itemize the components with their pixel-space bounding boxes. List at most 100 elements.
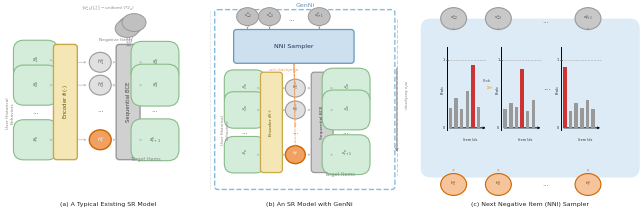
Text: $s^u_{-3}$: $s^u_{-3}$ bbox=[266, 12, 273, 21]
Text: ...: ... bbox=[543, 83, 551, 92]
Ellipse shape bbox=[115, 20, 139, 38]
Bar bbox=[591, 109, 595, 128]
Text: Encoder $f_θ(·)$: Encoder $f_θ(·)$ bbox=[268, 108, 275, 137]
Text: Target Items: Target Items bbox=[324, 172, 355, 177]
Bar bbox=[515, 107, 518, 128]
Text: $s^u_{-2}$: $s^u_{-2}$ bbox=[244, 12, 252, 21]
Text: $s^u_{-3}$: $s^u_{-3}$ bbox=[494, 14, 502, 23]
Text: ...: ... bbox=[288, 15, 295, 22]
Bar bbox=[504, 109, 507, 128]
Bar bbox=[454, 98, 458, 128]
Text: w/o backprop.: w/o backprop. bbox=[403, 81, 407, 110]
Ellipse shape bbox=[285, 101, 305, 119]
Text: $h_1^u$: $h_1^u$ bbox=[97, 57, 104, 67]
Text: User Historical
Behaviors: User Historical Behaviors bbox=[221, 115, 230, 145]
Ellipse shape bbox=[237, 8, 259, 25]
Text: Sequential BCE: Sequential BCE bbox=[320, 106, 324, 139]
Bar bbox=[563, 67, 566, 128]
Ellipse shape bbox=[486, 174, 511, 195]
Text: Prob: Prob bbox=[483, 79, 490, 83]
Ellipse shape bbox=[308, 8, 330, 25]
Bar bbox=[449, 108, 452, 128]
Text: 0: 0 bbox=[497, 126, 499, 130]
Bar bbox=[520, 69, 524, 128]
Ellipse shape bbox=[90, 52, 111, 72]
Text: (b) An SR Model with GenNi: (b) An SR Model with GenNi bbox=[266, 202, 353, 207]
Ellipse shape bbox=[122, 14, 146, 32]
Text: ...: ... bbox=[97, 107, 104, 113]
Bar bbox=[477, 107, 481, 128]
Ellipse shape bbox=[90, 75, 111, 95]
Text: $s_{t+1}^u$: $s_{t+1}^u$ bbox=[149, 135, 161, 145]
Text: NNI Sampler: NNI Sampler bbox=[274, 44, 314, 49]
FancyBboxPatch shape bbox=[131, 41, 179, 83]
Text: $s_{t+1}^u$: $s_{t+1}^u$ bbox=[340, 150, 351, 159]
Text: $h_t^u$: $h_t^u$ bbox=[292, 150, 299, 159]
FancyBboxPatch shape bbox=[54, 44, 77, 160]
Text: $s_t^u$: $s_t^u$ bbox=[32, 135, 39, 145]
Text: ...: ... bbox=[152, 107, 158, 113]
FancyBboxPatch shape bbox=[311, 72, 333, 173]
Text: $s_3^u$: $s_3^u$ bbox=[343, 105, 349, 115]
Text: Negative Items: Negative Items bbox=[99, 38, 133, 42]
Text: Item Ids: Item Ids bbox=[518, 138, 532, 142]
Text: ...: ... bbox=[241, 129, 248, 135]
Ellipse shape bbox=[285, 146, 305, 164]
Text: $s_2^u$: $s_2^u$ bbox=[152, 57, 158, 67]
Bar bbox=[580, 108, 584, 128]
Text: 1: 1 bbox=[497, 58, 499, 62]
FancyBboxPatch shape bbox=[322, 90, 370, 130]
FancyBboxPatch shape bbox=[224, 137, 265, 173]
Text: $h_2^u$: $h_2^u$ bbox=[292, 105, 299, 114]
Ellipse shape bbox=[441, 8, 467, 29]
Text: 1: 1 bbox=[442, 58, 445, 62]
FancyBboxPatch shape bbox=[131, 119, 179, 161]
Text: $s_t^u$: $s_t^u$ bbox=[241, 150, 248, 159]
Text: Encoder $f_θ(·)$: Encoder $f_θ(·)$ bbox=[61, 85, 70, 119]
Text: ...: ... bbox=[542, 181, 548, 187]
Text: 0: 0 bbox=[442, 126, 445, 130]
FancyBboxPatch shape bbox=[322, 135, 370, 175]
Text: Item Ids: Item Ids bbox=[578, 138, 592, 142]
Text: Item Ids: Item Ids bbox=[463, 138, 477, 142]
Ellipse shape bbox=[441, 174, 467, 195]
FancyBboxPatch shape bbox=[322, 68, 370, 108]
Text: $\{s^u_{-k}\}^{t+1}_{k=2}\sim$uniform($\mathcal{V}\backslash\mathcal{V}_u$): $\{s^u_{-k}\}^{t+1}_{k=2}\sim$uniform($\… bbox=[81, 3, 135, 14]
Text: Prob: Prob bbox=[555, 85, 559, 94]
Text: $s_2^u$: $s_2^u$ bbox=[241, 105, 248, 115]
Ellipse shape bbox=[575, 174, 601, 195]
FancyBboxPatch shape bbox=[234, 29, 354, 63]
Text: 0: 0 bbox=[557, 126, 559, 130]
Text: $h_2^u$: $h_2^u$ bbox=[495, 180, 502, 189]
Text: 1: 1 bbox=[557, 58, 559, 62]
Text: $s_1^u$: $s_1^u$ bbox=[241, 84, 248, 93]
Bar bbox=[509, 103, 513, 128]
Text: $s_2^u$: $s_2^u$ bbox=[32, 80, 39, 90]
Bar bbox=[465, 91, 469, 128]
Text: ...: ... bbox=[292, 129, 299, 135]
Bar bbox=[460, 109, 463, 128]
Text: $h_t^u$: $h_t^u$ bbox=[585, 180, 591, 189]
FancyBboxPatch shape bbox=[131, 64, 179, 106]
Text: $s_1^u$: $s_1^u$ bbox=[32, 56, 39, 65]
FancyBboxPatch shape bbox=[13, 65, 58, 105]
Bar bbox=[526, 111, 529, 128]
FancyBboxPatch shape bbox=[13, 40, 58, 80]
Bar bbox=[569, 111, 572, 128]
Ellipse shape bbox=[118, 17, 142, 35]
Text: Target Items: Target Items bbox=[130, 157, 161, 162]
FancyBboxPatch shape bbox=[13, 120, 58, 160]
FancyBboxPatch shape bbox=[116, 44, 140, 160]
Text: ...: ... bbox=[32, 109, 39, 115]
Text: ...: ... bbox=[542, 18, 548, 24]
Text: $s^u_{-2}$: $s^u_{-2}$ bbox=[449, 14, 458, 23]
Ellipse shape bbox=[90, 130, 111, 150]
Ellipse shape bbox=[259, 8, 280, 25]
Text: $s_3^u$: $s_3^u$ bbox=[152, 80, 158, 90]
Text: $s_2^u$: $s_2^u$ bbox=[343, 84, 349, 93]
Bar bbox=[532, 100, 535, 128]
Text: User Historical
Behaviors: User Historical Behaviors bbox=[6, 97, 15, 129]
Text: Sequential BCE: Sequential BCE bbox=[125, 82, 131, 122]
Ellipse shape bbox=[285, 79, 305, 97]
FancyBboxPatch shape bbox=[224, 92, 265, 128]
